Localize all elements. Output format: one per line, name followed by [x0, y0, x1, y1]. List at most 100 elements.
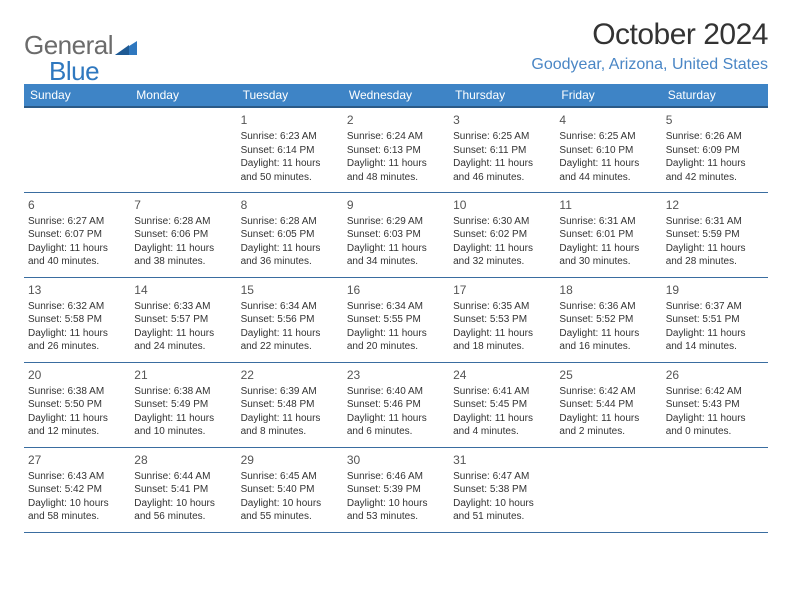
sunset-text: Sunset: 6:05 PM: [241, 228, 339, 242]
daylight-text: Daylight: 10 hours and 53 minutes.: [347, 497, 445, 524]
calendar-cell: 16 Sunrise: 6:34 AMSunset: 5:55 PMDayligh…: [343, 277, 449, 362]
calendar-row: 6Sunrise: 6:27 AMSunset: 6:07 PMDaylight…: [24, 192, 768, 277]
sunrise-text: Sunrise: 6:43 AM: [28, 470, 126, 484]
sunrise-text: Sunrise: 6:40 AM: [347, 385, 445, 399]
day-number: 5: [666, 112, 764, 128]
daylight-text: Daylight: 11 hours and 14 minutes.: [666, 327, 764, 354]
calendar-cell: 23 Sunrise: 6:40 AMSunset: 5:46 PMDayligh…: [343, 362, 449, 447]
daylight-text: Daylight: 10 hours and 55 minutes.: [241, 497, 339, 524]
day-number: 11: [559, 197, 657, 213]
calendar-row: 1Sunrise: 6:23 AMSunset: 6:14 PMDaylight…: [24, 107, 768, 192]
calendar-cell: 9Sunrise: 6:29 AMSunset: 6:03 PMDaylight…: [343, 192, 449, 277]
day-number: 16: [347, 282, 445, 298]
sunset-text: Sunset: 5:56 PM: [241, 313, 339, 327]
sunset-text: Sunset: 5:52 PM: [559, 313, 657, 327]
sunset-text: Sunset: 5:46 PM: [347, 398, 445, 412]
daylight-text: Daylight: 11 hours and 6 minutes.: [347, 412, 445, 439]
daylight-text: Daylight: 11 hours and 20 minutes.: [347, 327, 445, 354]
sunrise-text: Sunrise: 6:46 AM: [347, 470, 445, 484]
calendar-cell: 6Sunrise: 6:27 AMSunset: 6:07 PMDaylight…: [24, 192, 130, 277]
day-number: 31: [453, 452, 551, 468]
calendar-cell: 13Sunrise: 6:32 AMSunset: 5:58 PMDayligh…: [24, 277, 130, 362]
sunset-text: Sunset: 5:51 PM: [666, 313, 764, 327]
calendar-cell-empty: [555, 447, 661, 532]
daylight-text: Daylight: 11 hours and 38 minutes.: [134, 242, 232, 269]
sunrise-text: Sunrise: 6:38 AM: [28, 385, 126, 399]
sunrise-text: Sunrise: 6:34 AM: [347, 300, 445, 314]
daylight-text: Daylight: 10 hours and 56 minutes.: [134, 497, 232, 524]
sunset-text: Sunset: 5:45 PM: [453, 398, 551, 412]
day-number: 6: [28, 197, 126, 213]
day-number: 24: [453, 367, 551, 383]
sunrise-text: Sunrise: 6:39 AM: [241, 385, 339, 399]
sunrise-text: Sunrise: 6:26 AM: [666, 130, 764, 144]
sunset-text: Sunset: 5:43 PM: [666, 398, 764, 412]
calendar-cell: 4Sunrise: 6:25 AMSunset: 6:10 PMDaylight…: [555, 107, 661, 192]
day-number: 3: [453, 112, 551, 128]
calendar-cell: 11Sunrise: 6:31 AMSunset: 6:01 PMDayligh…: [555, 192, 661, 277]
daylight-text: Daylight: 11 hours and 50 minutes.: [241, 157, 339, 184]
calendar-cell-empty: [662, 447, 768, 532]
day-number: 23: [347, 367, 445, 383]
calendar-cell: 19 Sunrise: 6:37 AMSunset: 5:51 PMDayligh…: [662, 277, 768, 362]
daylight-text: Daylight: 11 hours and 10 minutes.: [134, 412, 232, 439]
sunset-text: Sunset: 5:55 PM: [347, 313, 445, 327]
day-number: 10: [453, 197, 551, 213]
calendar-head: SundayMondayTuesdayWednesdayThursdayFrid…: [24, 84, 768, 107]
calendar-cell: 2Sunrise: 6:24 AMSunset: 6:13 PMDaylight…: [343, 107, 449, 192]
day-number: 29: [241, 452, 339, 468]
daylight-text: Daylight: 11 hours and 28 minutes.: [666, 242, 764, 269]
sunrise-text: Sunrise: 6:36 AM: [559, 300, 657, 314]
daylight-text: Daylight: 10 hours and 51 minutes.: [453, 497, 551, 524]
sunrise-text: Sunrise: 6:29 AM: [347, 215, 445, 229]
sunrise-text: Sunrise: 6:42 AM: [666, 385, 764, 399]
calendar-cell: 29Sunrise: 6:45 AMSunset: 5:40 PMDayligh…: [237, 447, 343, 532]
sunset-text: Sunset: 6:10 PM: [559, 144, 657, 158]
daylight-text: Daylight: 11 hours and 4 minutes.: [453, 412, 551, 439]
header: General Blue October 2024 Goodyear, Ariz…: [24, 18, 768, 74]
calendar-body: 1Sunrise: 6:23 AMSunset: 6:14 PMDaylight…: [24, 107, 768, 532]
sunrise-text: Sunrise: 6:25 AM: [453, 130, 551, 144]
weekday-header: Monday: [130, 84, 236, 107]
calendar-cell: 1Sunrise: 6:23 AMSunset: 6:14 PMDaylight…: [237, 107, 343, 192]
daylight-text: Daylight: 11 hours and 42 minutes.: [666, 157, 764, 184]
sunrise-text: Sunrise: 6:47 AM: [453, 470, 551, 484]
title-block: October 2024 Goodyear, Arizona, United S…: [531, 18, 768, 74]
logo: General Blue: [24, 18, 99, 73]
daylight-text: Daylight: 11 hours and 32 minutes.: [453, 242, 551, 269]
day-number: 21: [134, 367, 232, 383]
calendar-cell: 12Sunrise: 6:31 AMSunset: 5:59 PMDayligh…: [662, 192, 768, 277]
sunset-text: Sunset: 5:58 PM: [28, 313, 126, 327]
sunset-text: Sunset: 5:57 PM: [134, 313, 232, 327]
weekday-header: Tuesday: [237, 84, 343, 107]
sunrise-text: Sunrise: 6:28 AM: [241, 215, 339, 229]
sunrise-text: Sunrise: 6:37 AM: [666, 300, 764, 314]
day-number: 27: [28, 452, 126, 468]
daylight-text: Daylight: 11 hours and 22 minutes.: [241, 327, 339, 354]
calendar-cell: 20Sunrise: 6:38 AMSunset: 5:50 PMDayligh…: [24, 362, 130, 447]
sunset-text: Sunset: 5:41 PM: [134, 483, 232, 497]
calendar-table: SundayMondayTuesdayWednesdayThursdayFrid…: [24, 84, 768, 533]
weekday-header: Sunday: [24, 84, 130, 107]
calendar-cell-empty: [24, 107, 130, 192]
calendar-cell: 8Sunrise: 6:28 AMSunset: 6:05 PMDaylight…: [237, 192, 343, 277]
sunset-text: Sunset: 5:59 PM: [666, 228, 764, 242]
sunset-text: Sunset: 6:13 PM: [347, 144, 445, 158]
sunrise-text: Sunrise: 6:28 AM: [134, 215, 232, 229]
day-number: 19: [666, 282, 764, 298]
calendar-cell: 25Sunrise: 6:42 AMSunset: 5:44 PMDayligh…: [555, 362, 661, 447]
day-number: 7: [134, 197, 232, 213]
day-number: 18: [559, 282, 657, 298]
weekday-header: Friday: [555, 84, 661, 107]
day-number: 25: [559, 367, 657, 383]
calendar-cell: 26Sunrise: 6:42 AMSunset: 5:43 PMDayligh…: [662, 362, 768, 447]
daylight-text: Daylight: 11 hours and 12 minutes.: [28, 412, 126, 439]
sunrise-text: Sunrise: 6:33 AM: [134, 300, 232, 314]
daylight-text: Daylight: 11 hours and 16 minutes.: [559, 327, 657, 354]
day-number: 1: [241, 112, 339, 128]
sunrise-text: Sunrise: 6:30 AM: [453, 215, 551, 229]
day-number: 15: [241, 282, 339, 298]
daylight-text: Daylight: 11 hours and 40 minutes.: [28, 242, 126, 269]
calendar-cell: 24Sunrise: 6:41 AMSunset: 5:45 PMDayligh…: [449, 362, 555, 447]
calendar-cell: 30Sunrise: 6:46 AMSunset: 5:39 PMDayligh…: [343, 447, 449, 532]
